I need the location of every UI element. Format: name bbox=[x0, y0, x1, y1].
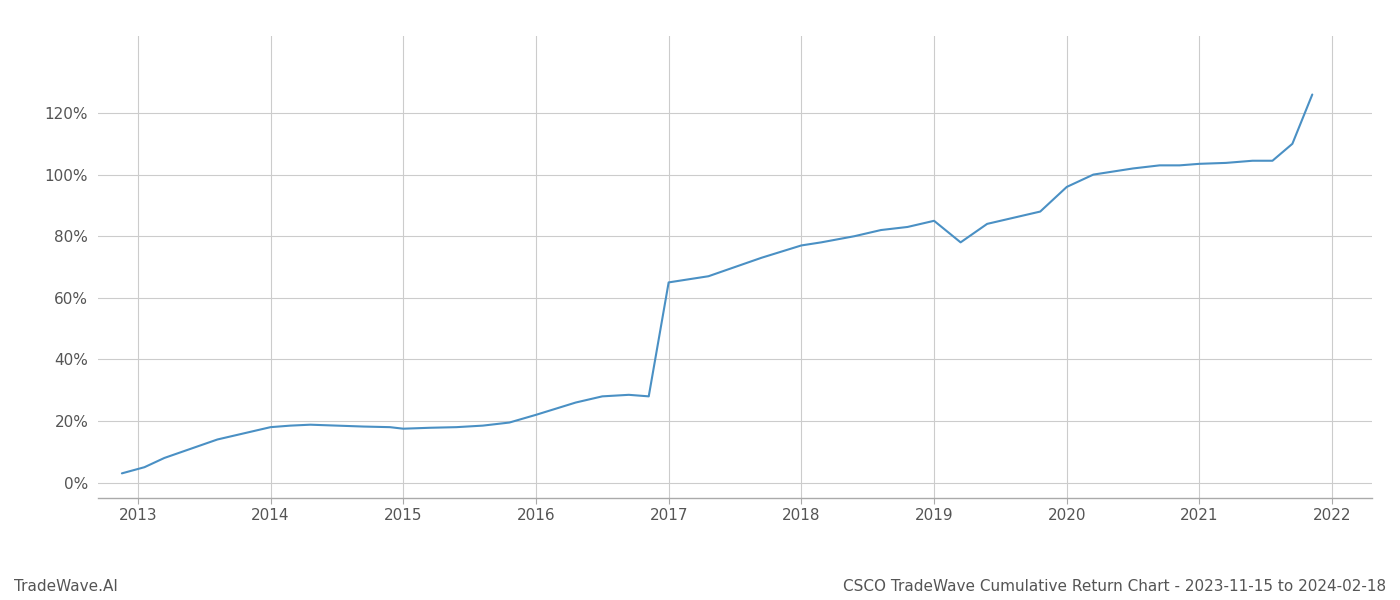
Text: TradeWave.AI: TradeWave.AI bbox=[14, 579, 118, 594]
Text: CSCO TradeWave Cumulative Return Chart - 2023-11-15 to 2024-02-18: CSCO TradeWave Cumulative Return Chart -… bbox=[843, 579, 1386, 594]
